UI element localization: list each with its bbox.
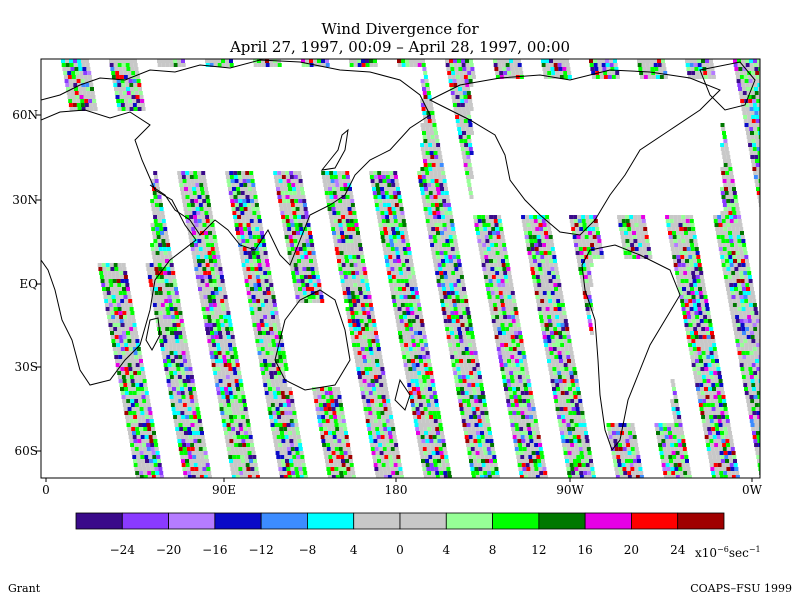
units-suffix: sec <box>728 546 749 560</box>
coastline-japan <box>320 128 349 171</box>
units-prefix: x10 <box>695 546 718 560</box>
lon-label-4: 0W <box>742 483 762 497</box>
colorbar-tick-label-2: −16 <box>202 543 228 557</box>
lon-label-2: 180 <box>384 483 408 497</box>
title-line-1: Wind Divergence for <box>321 20 479 38</box>
coastline-madagascar <box>145 317 161 352</box>
colorbar-tick-label-7: 4 <box>442 543 451 557</box>
colorbar-swatch-0 <box>75 512 123 530</box>
title-line-2: April 27, 1997, 00:09 – April 28, 1997, … <box>229 38 571 56</box>
colorbar-swatch-13 <box>677 512 725 530</box>
colorbar-swatch-6 <box>353 512 401 530</box>
lat-label-2: EQ <box>19 277 38 291</box>
lat-label-3: 30S <box>14 360 39 374</box>
colorbar-swatch-1 <box>121 512 169 530</box>
colorbar-swatch-2 <box>168 512 216 530</box>
colorbar-tick-label-4: −8 <box>298 543 317 557</box>
map-frame <box>40 58 761 479</box>
colorbar-swatch-11 <box>584 512 632 530</box>
lat-label-1: 30N <box>12 193 38 207</box>
footer-author: Grant <box>8 582 41 595</box>
colorbar-tick-label-8: 8 <box>488 543 497 557</box>
colorbar-swatch-3 <box>214 512 262 530</box>
coastline-south-america <box>581 244 681 452</box>
lat-label-0: 60N <box>12 108 38 122</box>
units-exponent: −6 <box>717 545 729 554</box>
colorbar-tick-label-3: −12 <box>248 543 274 557</box>
colorbar-tick-label-5: 4 <box>349 543 358 557</box>
colorbar-units: x10−6sec−1 <box>695 543 761 560</box>
colorbar-tick-label-6: 0 <box>396 543 404 557</box>
coastline-north-america <box>428 69 721 236</box>
coastline-eurasia <box>41 59 431 266</box>
footer-credit: COAPS–FSU 1999 <box>690 582 792 595</box>
colorbar-tick-label-11: 20 <box>623 543 640 557</box>
coastline-africa <box>41 109 197 386</box>
colorbar-swatch-8 <box>445 512 493 530</box>
colorbar-swatch-4 <box>260 512 308 530</box>
colorbar-tick-label-1: −20 <box>155 543 182 557</box>
colorbar-swatch-10 <box>538 512 586 530</box>
colorbar-swatch-9 <box>492 512 540 530</box>
colorbar-tick-label-9: 12 <box>531 543 547 557</box>
colorbar-tick-label-10: 16 <box>577 543 593 557</box>
colorbar-swatch-12 <box>631 512 679 530</box>
wind-swaths <box>61 59 760 478</box>
coastline-greenland <box>699 61 756 111</box>
latitude-ticks <box>36 114 41 452</box>
longitude-ticks <box>45 478 753 482</box>
lon-label-0: 0 <box>42 483 50 497</box>
lon-label-1: 90E <box>211 483 237 497</box>
units-suffix-exponent: −1 <box>748 545 761 554</box>
coastline-new-zealand <box>394 378 411 411</box>
colorbar-swatch-7 <box>399 512 447 530</box>
coastlines <box>41 59 756 452</box>
lon-label-3: 90W <box>556 483 584 497</box>
colorbar <box>75 512 725 530</box>
colorbar-tick-label-0: −24 <box>109 543 135 557</box>
colorbar-tick-label-12: 24 <box>670 543 686 557</box>
coastline-australia <box>274 289 351 391</box>
colorbar-swatch-5 <box>307 512 355 530</box>
lat-label-4: 60S <box>14 444 39 458</box>
